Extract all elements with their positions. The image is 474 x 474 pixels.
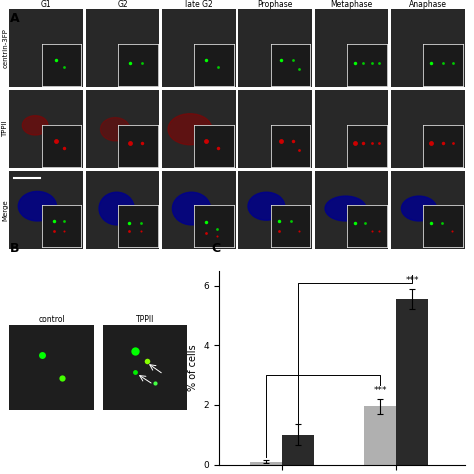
Bar (282, 435, 314, 465)
Title: TPPII: TPPII (136, 316, 154, 325)
Bar (396, 299, 428, 465)
Title: Prophase: Prophase (257, 0, 293, 9)
Text: ***: *** (373, 386, 387, 395)
Bar (250, 462, 282, 465)
Y-axis label: centrin-3FP: centrin-3FP (2, 28, 9, 68)
Ellipse shape (22, 116, 48, 135)
Ellipse shape (173, 192, 210, 225)
Ellipse shape (99, 192, 134, 225)
Title: Anaphase: Anaphase (409, 0, 447, 9)
Title: control: control (38, 316, 65, 325)
Title: Metaphase: Metaphase (330, 0, 373, 9)
Ellipse shape (18, 191, 56, 221)
Ellipse shape (401, 196, 437, 221)
Y-axis label: % of cells: % of cells (188, 344, 198, 391)
Title: late G2: late G2 (185, 0, 213, 9)
Ellipse shape (325, 196, 366, 221)
Text: A: A (9, 12, 19, 25)
Bar (364, 406, 396, 465)
Text: ***: *** (405, 276, 419, 285)
Y-axis label: TPPII: TPPII (2, 121, 9, 137)
Ellipse shape (168, 114, 212, 145)
Text: B: B (9, 242, 19, 255)
Title: G2: G2 (117, 0, 128, 9)
Title: G1: G1 (41, 0, 52, 9)
Y-axis label: Merge: Merge (2, 199, 9, 221)
Ellipse shape (100, 118, 130, 141)
Ellipse shape (248, 192, 285, 220)
Text: C: C (211, 242, 220, 255)
